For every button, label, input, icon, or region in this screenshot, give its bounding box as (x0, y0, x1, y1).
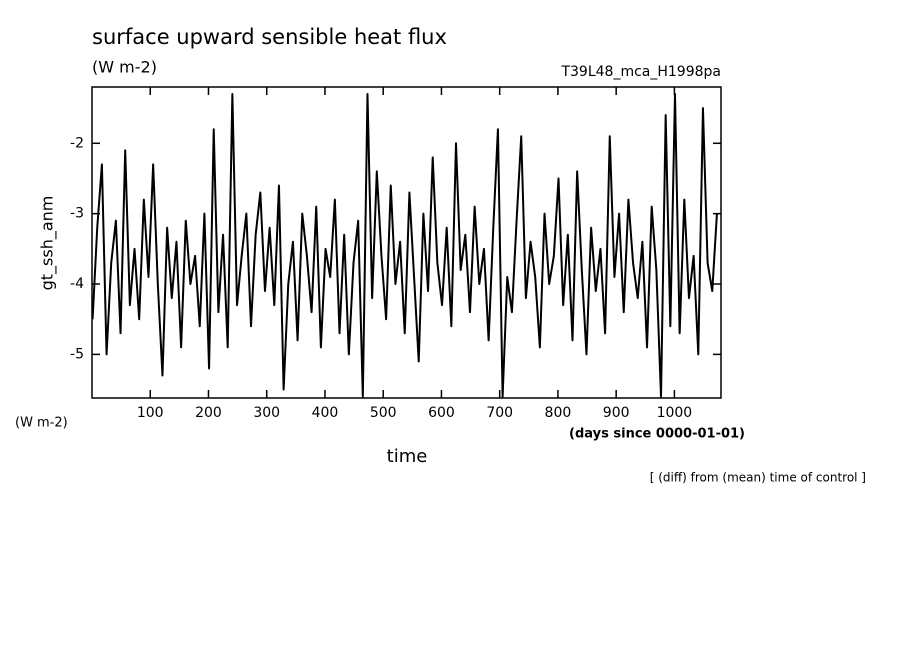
y-unit: (W m-2) (15, 416, 68, 431)
x-tick-label: 600 (428, 405, 455, 421)
note: [ (diff) from (mean) time of control ] (650, 471, 866, 485)
plot-frame (91, 86, 722, 399)
x-tick-label: 1000 (657, 405, 693, 421)
x-axis-label: time (387, 446, 428, 467)
x-tick-label: 800 (545, 405, 572, 421)
x-unit: (days since 0000-01-01) (569, 427, 745, 442)
chart-subtitle: (W m-2) (92, 58, 157, 77)
y-tick-label: -3 (70, 206, 84, 222)
annotation: T39L48_mca_H1998pa (560, 64, 721, 80)
x-tick-label: 900 (603, 405, 630, 421)
y-tick-label: -5 (70, 346, 84, 362)
x-tick-label: 100 (137, 405, 164, 421)
x-tick-label: 300 (253, 405, 280, 421)
y-tick-label: -4 (70, 276, 84, 292)
chart-title: surface upward sensible heat flux (92, 25, 447, 49)
x-tick-label: 400 (312, 405, 339, 421)
x-tick-label: 500 (370, 405, 397, 421)
x-tick-label: 200 (195, 405, 222, 421)
y-tick-label: -2 (70, 135, 84, 151)
x-tick-label: 700 (486, 405, 513, 421)
y-axis-label: gt_ssh_anm (38, 196, 58, 291)
data-line (91, 93, 718, 398)
